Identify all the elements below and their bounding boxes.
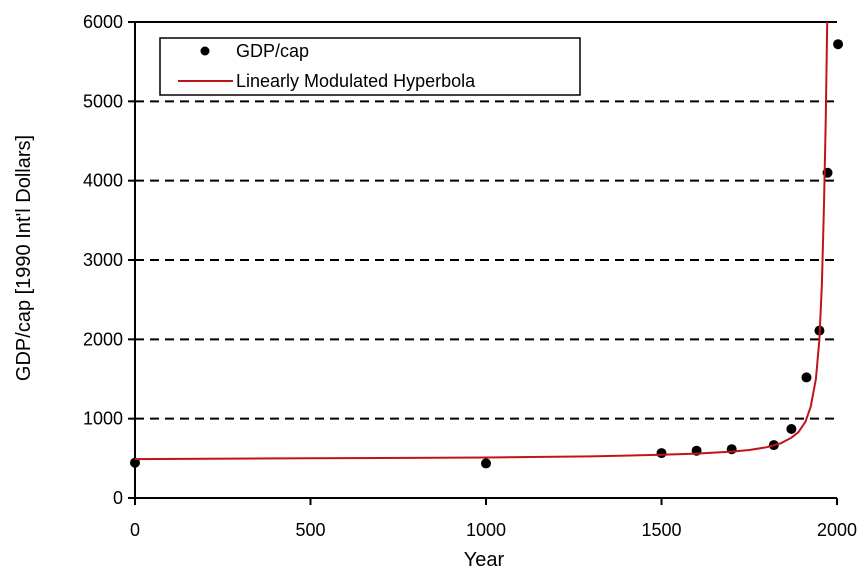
y-tick-label-2000: 2000 xyxy=(83,329,123,349)
gdp-point-1000 xyxy=(481,458,491,469)
gdp-point-1913 xyxy=(801,372,812,383)
y-tick-label-0: 0 xyxy=(113,488,123,508)
series xyxy=(130,22,844,469)
x-axis-title: Year xyxy=(464,549,505,571)
y-tick-label-3000: 3000 xyxy=(83,250,123,270)
gdp-point-0 xyxy=(130,457,140,468)
y-axis-title: GDP/cap [1990 Int'l Dollars] xyxy=(13,135,35,381)
legend-label-hyperbola: Linearly Modulated Hyperbola xyxy=(236,71,476,91)
legend: GDP/cap Linearly Modulated Hyperbola xyxy=(159,37,581,96)
x-tick-label-500: 500 xyxy=(295,520,325,540)
y-tick-label-5000: 5000 xyxy=(83,91,123,111)
legend-label-gdp: GDP/cap xyxy=(236,41,309,61)
x-tick-label-0: 0 xyxy=(130,520,140,540)
series-line-hyperbola xyxy=(134,22,829,461)
legend-marker-gdp xyxy=(200,46,210,56)
y-tick-label-1000: 1000 xyxy=(83,409,123,429)
legend-box xyxy=(159,37,581,96)
gdp-point-2003 xyxy=(833,39,844,50)
gdp-point-1500 xyxy=(656,448,667,459)
x-tick-label-1500: 1500 xyxy=(641,520,681,540)
x-tick-label-1000: 1000 xyxy=(466,520,506,540)
y-tick-label-6000: 6000 xyxy=(83,12,123,32)
x-tick-label-2000: 2000 xyxy=(817,520,857,540)
gridlines xyxy=(135,100,837,420)
tick-labels: 0 1000 2000 3000 4000 5000 6000 0 500 1000 1500 200… xyxy=(83,12,857,540)
y-tick-label-4000: 4000 xyxy=(83,171,123,191)
gdp-point-1870 xyxy=(786,423,797,434)
